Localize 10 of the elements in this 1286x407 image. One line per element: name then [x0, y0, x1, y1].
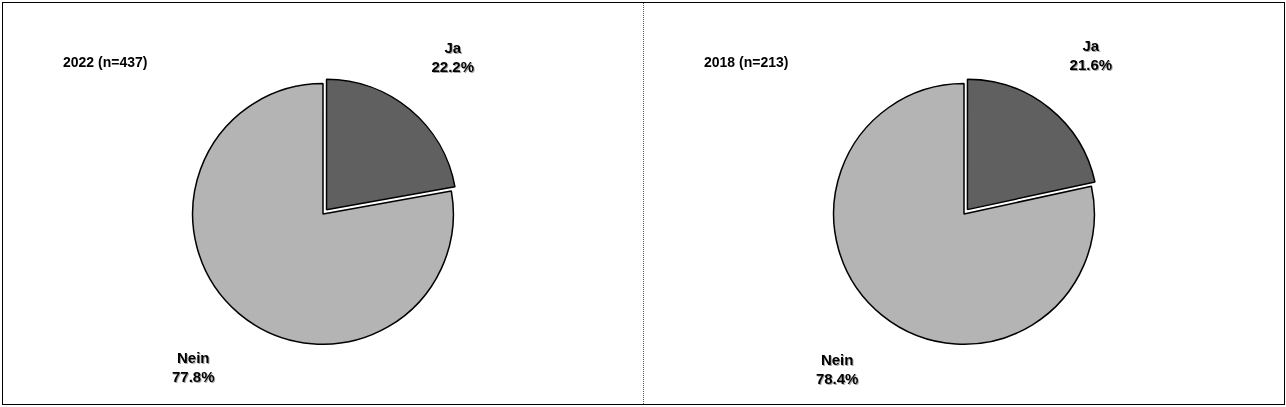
data-label: 77.8% [171, 367, 215, 385]
data-label: 78.4% [815, 370, 859, 388]
data-label: 22.2% [431, 58, 475, 76]
slice-label: Ja [444, 39, 462, 57]
slice-label: Nein [820, 351, 854, 369]
text: 2022 (n=437) [63, 54, 148, 71]
slice-label: Ja [1082, 36, 1100, 54]
data-label: 21.6% [1069, 55, 1113, 73]
text: 2018 (n=213) [704, 54, 789, 71]
slice-label: Nein [176, 348, 210, 366]
